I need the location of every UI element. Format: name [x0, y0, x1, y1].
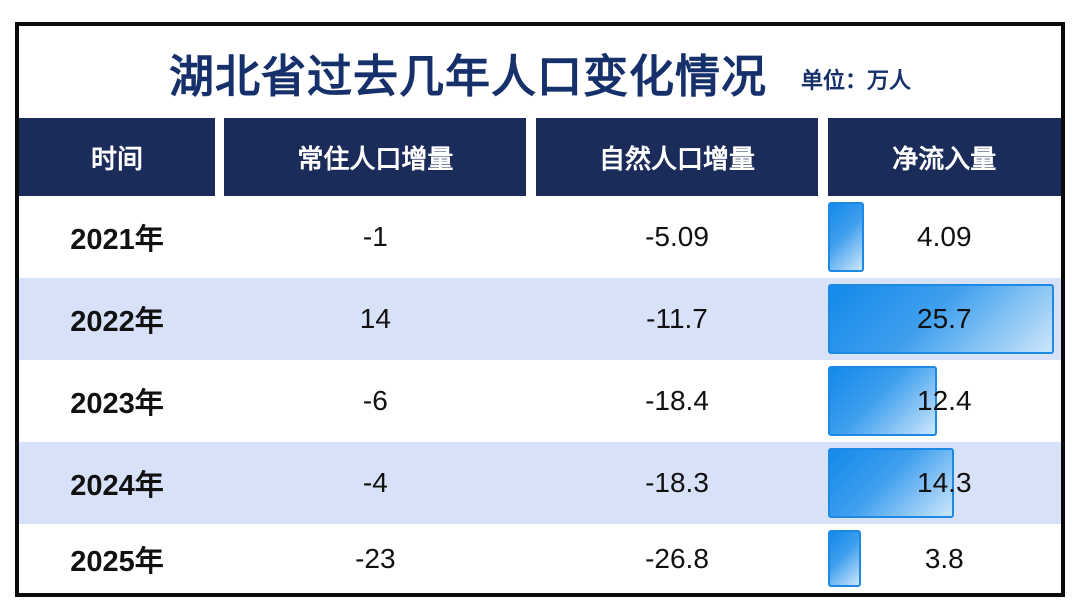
header-cell-net-inflow: 净流入量: [827, 118, 1061, 196]
net-inflow-bar: [827, 366, 937, 436]
year-cell: 2023年: [70, 388, 164, 420]
resident-increment-cell: -6: [362, 385, 388, 416]
table-row: 2024年 -4 -18.3 14.3: [19, 442, 1061, 524]
net-inflow-bar: [827, 448, 954, 518]
unit-label: 单位：万人: [801, 68, 912, 93]
net-inflow-cell: 25.7: [827, 278, 1061, 360]
header-cell-natural-increment: 自然人口增量: [535, 118, 819, 196]
year-cell: 2025年: [70, 545, 164, 578]
title-row: 湖北省过去几年人口变化情况 单位：万人: [19, 26, 1061, 118]
net-inflow-cell: 14.3: [827, 442, 1061, 524]
table-row: 2021年 -1 -5.09 4.09: [19, 196, 1061, 278]
year-cell: 2024年: [70, 470, 164, 502]
table-row: 2023年 -6 -18.4 12.4: [19, 360, 1061, 442]
net-inflow-bar: [827, 284, 1054, 354]
natural-increment-cell: -18.3: [645, 467, 709, 498]
page-title: 湖北省过去几年人口变化情况: [168, 50, 767, 102]
net-inflow-value: 14.3: [917, 467, 972, 498]
infographic-frame: 湖北省过去几年人口变化情况 单位：万人 时间 常住人口增量 自然人口增量 净流入…: [15, 22, 1065, 597]
header-cell-time: 时间: [19, 118, 215, 196]
net-inflow-value: 4.09: [917, 221, 972, 252]
net-inflow-cell: 4.09: [827, 196, 1061, 278]
table-row: 2022年 14 -11.7 25.7: [19, 278, 1061, 360]
natural-increment-cell: -11.7: [646, 303, 708, 334]
table-row: 2025年 -23 -26.8 3.8: [19, 524, 1061, 593]
resident-increment-cell: -1: [362, 221, 388, 252]
net-inflow-value: 25.7: [917, 303, 972, 334]
net-inflow-cell: 3.8: [827, 524, 1061, 593]
natural-increment-cell: -26.8: [645, 542, 709, 574]
header-cell-resident-increment: 常住人口增量: [224, 118, 527, 196]
natural-increment-cell: -5.09: [645, 221, 709, 252]
net-inflow-value: 12.4: [917, 385, 972, 416]
table-header-row: 时间 常住人口增量 自然人口增量 净流入量: [19, 118, 1061, 196]
resident-increment-cell: -4: [362, 467, 388, 498]
net-inflow-bar: [827, 202, 864, 272]
natural-increment-cell: -18.4: [645, 385, 709, 416]
net-inflow-cell: 12.4: [827, 360, 1061, 442]
net-inflow-value: 3.8: [924, 542, 964, 574]
year-cell: 2022年: [70, 306, 164, 338]
net-inflow-bar: [827, 530, 862, 587]
resident-increment-cell: -23: [355, 542, 396, 574]
resident-increment-cell: 14: [359, 303, 391, 334]
year-cell: 2021年: [70, 224, 164, 256]
